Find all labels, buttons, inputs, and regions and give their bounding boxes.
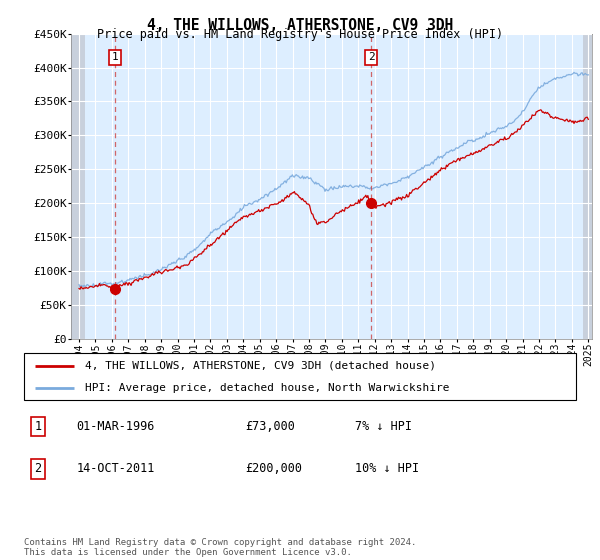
Text: 1: 1	[111, 52, 118, 62]
Text: 1: 1	[34, 420, 41, 433]
Bar	[583, 34, 596, 339]
Text: Contains HM Land Registry data © Crown copyright and database right 2024.
This d: Contains HM Land Registry data © Crown c…	[24, 538, 416, 557]
Text: Price paid vs. HM Land Registry's House Price Index (HPI): Price paid vs. HM Land Registry's House …	[97, 28, 503, 41]
Text: 14-OCT-2011: 14-OCT-2011	[76, 462, 155, 475]
Text: £200,000: £200,000	[245, 462, 302, 475]
Bar	[71, 34, 85, 339]
Text: 7% ↓ HPI: 7% ↓ HPI	[355, 420, 412, 433]
Text: 2: 2	[34, 462, 41, 475]
FancyBboxPatch shape	[24, 353, 576, 400]
Text: HPI: Average price, detached house, North Warwickshire: HPI: Average price, detached house, Nort…	[85, 382, 449, 393]
Text: 4, THE WILLOWS, ATHERSTONE, CV9 3DH (detached house): 4, THE WILLOWS, ATHERSTONE, CV9 3DH (det…	[85, 361, 436, 371]
Text: £73,000: £73,000	[245, 420, 295, 433]
Text: 4, THE WILLOWS, ATHERSTONE, CV9 3DH: 4, THE WILLOWS, ATHERSTONE, CV9 3DH	[147, 18, 453, 33]
Text: 01-MAR-1996: 01-MAR-1996	[76, 420, 155, 433]
Text: 10% ↓ HPI: 10% ↓ HPI	[355, 462, 419, 475]
Text: 2: 2	[368, 52, 374, 62]
